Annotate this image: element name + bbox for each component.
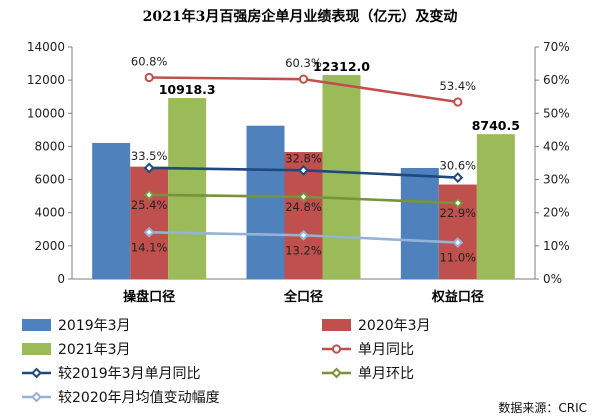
line-marker (144, 72, 154, 83)
legend-marker (331, 367, 342, 379)
bar-data-label: 10918.3 (159, 82, 216, 97)
bar-data-label: 12312.0 (313, 59, 370, 74)
legend-marker (331, 344, 342, 354)
line-marker (298, 191, 309, 203)
line-data-label: 60.3% (285, 56, 322, 70)
left-tick-label: 2000 (34, 239, 65, 253)
bar-1 (246, 125, 285, 279)
chart-title: 2021年3月百强房企单月业绩表现（亿元）及变动 (143, 8, 458, 25)
bar-1 (400, 167, 439, 279)
right-tick-label: 40% (543, 139, 570, 153)
left-tick-label: 6000 (34, 173, 65, 187)
right-tick-label: 60% (543, 73, 570, 87)
line-data-label: 13.2% (285, 243, 322, 257)
bar-3 (322, 74, 361, 280)
line-data-label: 14.1% (131, 240, 168, 254)
legend-swatch (322, 319, 351, 331)
legend-label: 较2019年3月单月同比 (58, 366, 201, 382)
legend-label: 2021年3月 (58, 342, 131, 358)
legend-label: 2020年3月 (358, 318, 431, 334)
category-label: 全口径 (283, 289, 323, 305)
data-source: 数据来源：CRIC (498, 400, 587, 415)
line-data-label: 30.6% (440, 159, 477, 173)
bar-3 (168, 98, 207, 279)
line-data-label: 53.4% (440, 79, 477, 93)
line-marker (452, 237, 464, 248)
right-tick-label: 30% (543, 173, 570, 187)
legend-label: 单月同比 (358, 342, 414, 358)
legend-label: 2019年3月 (58, 318, 131, 334)
left-tick-label: 10000 (27, 106, 65, 120)
bar-3 (476, 134, 515, 279)
line-marker (143, 162, 155, 174)
legend-marker (31, 391, 42, 403)
line-marker (143, 189, 155, 201)
line-data-label: 60.8% (131, 54, 168, 68)
line-data-label: 25.4% (131, 198, 168, 212)
bar-2 (130, 166, 169, 279)
right-tick-label: 20% (543, 206, 570, 220)
right-tick-label: 0% (543, 272, 562, 286)
category-label: 操盘口径 (123, 289, 175, 305)
left-tick-label: 12000 (27, 73, 65, 87)
line-marker (453, 97, 463, 107)
left-tick-label: 0 (57, 272, 65, 286)
bar-data-label: 8740.5 (472, 118, 520, 133)
category-label: 权益口径 (431, 289, 484, 305)
line-marker (298, 74, 309, 84)
right-tick-label: 10% (543, 239, 570, 253)
line-data-label: 24.8% (285, 200, 322, 214)
left-tick-label: 14000 (27, 40, 65, 54)
legend-swatch (22, 343, 51, 355)
legend-marker (31, 367, 42, 379)
legend-label: 较2020年月均值变动幅度 (58, 390, 220, 406)
line-marker (298, 229, 309, 241)
bar-1 (92, 142, 131, 279)
line-marker (452, 197, 464, 209)
line-marker (452, 172, 464, 183)
left-tick-label: 4000 (34, 206, 65, 220)
line-data-label: 33.5% (131, 149, 168, 163)
line-marker (143, 226, 155, 238)
line-data-label: 22.9% (440, 206, 477, 220)
right-tick-label: 70% (543, 40, 570, 54)
line-marker (298, 164, 309, 176)
right-tick-label: 50% (543, 106, 570, 120)
legend-label: 单月环比 (358, 366, 414, 382)
left-tick-label: 8000 (34, 139, 65, 153)
line-data-label: 11.0% (440, 251, 477, 265)
legend-swatch (22, 319, 51, 331)
line-data-label: 32.8% (285, 151, 322, 165)
plot-area: 0 2000 4000 6000 8000 10000 12000 14000 0% 10% 20%… (27, 40, 570, 305)
